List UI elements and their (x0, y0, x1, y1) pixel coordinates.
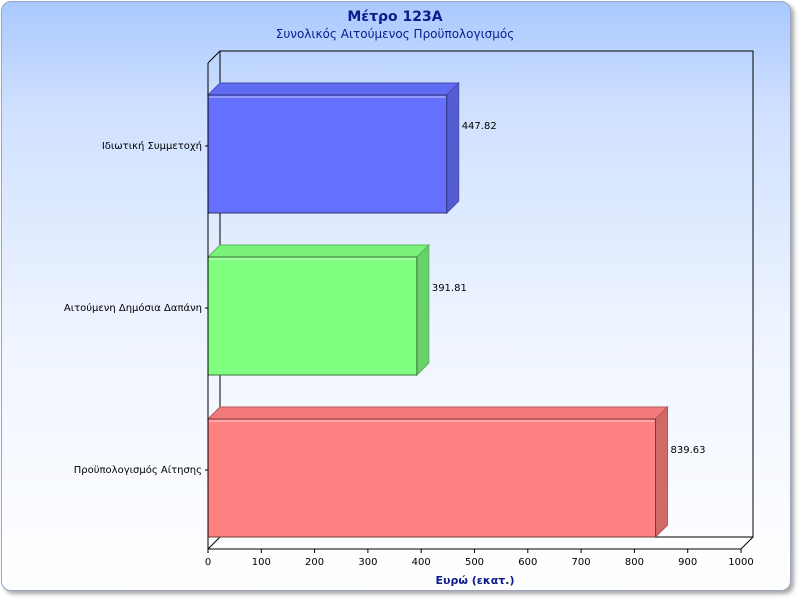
x-axis-title: Ευρώ (εκατ.) (436, 574, 515, 587)
bar (206, 243, 431, 377)
chart-subtitle: Συνολικός Αιτούμενος Προϋπολογισμός (276, 27, 515, 41)
bar-front-face (207, 418, 657, 538)
value-label: 839.63 (671, 445, 706, 456)
x-tick-label: 600 (518, 557, 537, 568)
value-label: 391.81 (432, 283, 467, 294)
bar-top-face (206, 244, 431, 258)
category-label: Αιτούμενη Δημόσια Δαπάνη (64, 302, 202, 314)
bar (206, 81, 460, 215)
bar-side-face (446, 81, 460, 215)
category-label: Προϋπολογισμός Αίτησης (74, 464, 202, 476)
bar-front-face (207, 94, 448, 214)
x-tick-label: 300 (358, 557, 377, 568)
bar-side-face (655, 405, 669, 539)
x-tick-label: 700 (572, 557, 591, 568)
x-tick-label: 500 (465, 557, 484, 568)
plot-depth-edges (207, 50, 754, 550)
x-tick-label: 1000 (728, 557, 753, 568)
bars: 447.82 Ιδιωτική Συμμετοχή 391.81 Αιτούμενη … (64, 81, 706, 539)
value-label: 447.82 (462, 121, 497, 132)
x-tick-label: 0 (205, 557, 211, 568)
x-tick-label: 200 (305, 557, 324, 568)
x-tick-label: 400 (412, 557, 431, 568)
x-tick-label: 800 (625, 557, 644, 568)
x-tick-label: 900 (678, 557, 697, 568)
bar-top-face (206, 82, 460, 96)
category-label: Ιδιωτική Συμμετοχή (102, 140, 202, 152)
chart-title: Μέτρο 123Α (347, 9, 442, 25)
axes: 0 100 200 300 400 500 600 700 800 900 1000 (205, 63, 754, 568)
x-tick-label: 100 (252, 557, 271, 568)
bar-top-face (206, 406, 669, 420)
bar-side-face (416, 243, 430, 377)
bar (206, 405, 669, 539)
bar-front-face (207, 256, 418, 376)
